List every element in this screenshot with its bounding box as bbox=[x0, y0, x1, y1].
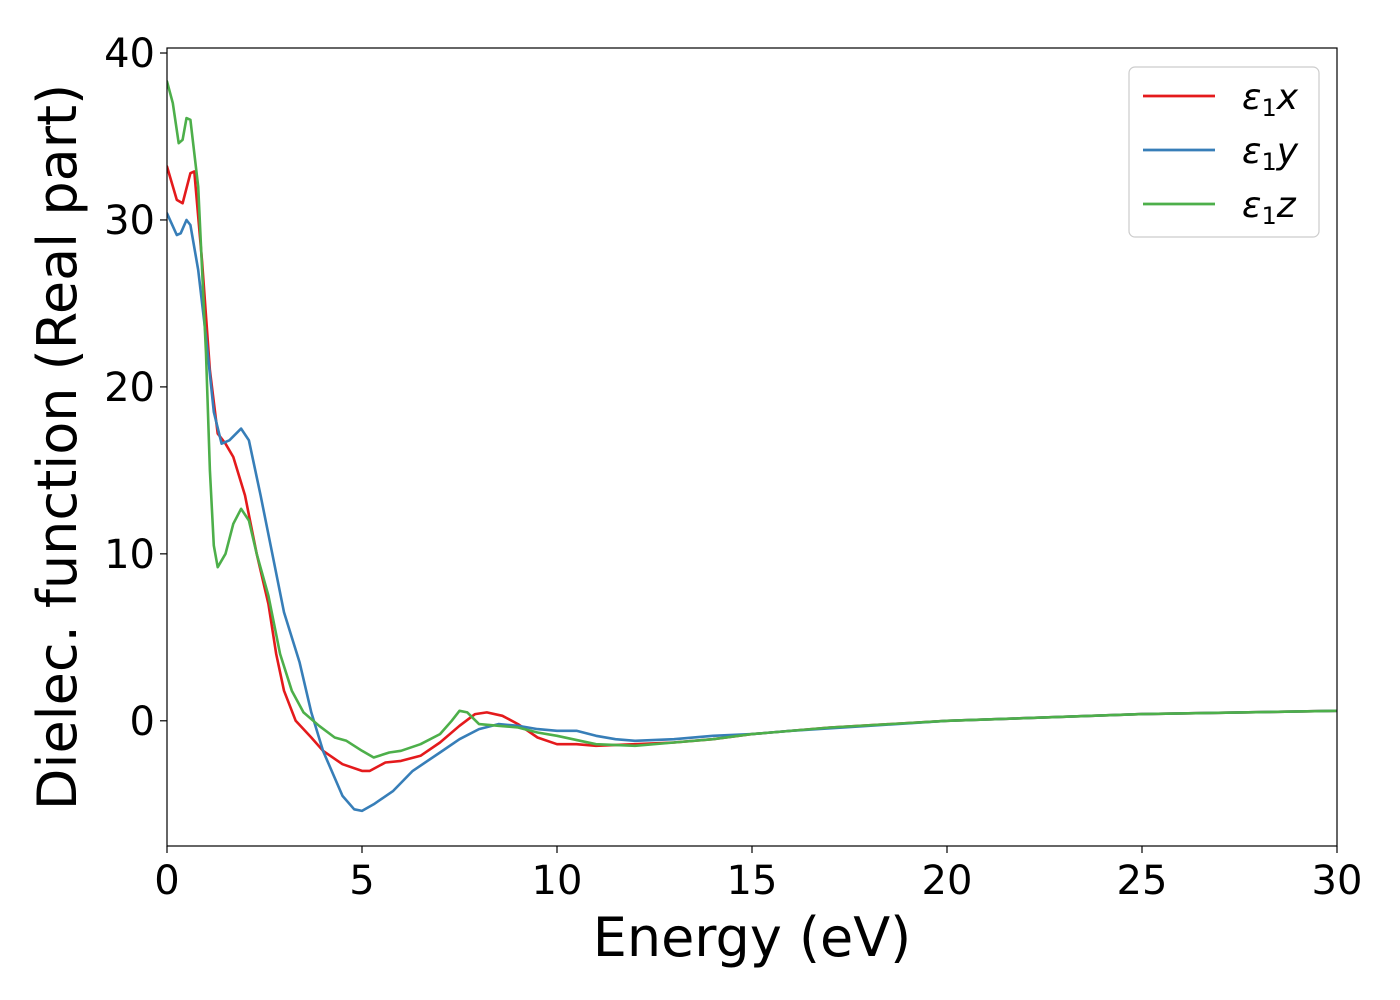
series-line-x bbox=[167, 165, 1337, 773]
legend-box bbox=[1128, 66, 1320, 238]
x-tick-label: 5 bbox=[349, 858, 374, 904]
series-line-y bbox=[167, 212, 1337, 813]
x-axis-label: Energy (eV) bbox=[593, 906, 912, 969]
series-lines bbox=[167, 80, 1337, 813]
x-tick-label: 15 bbox=[727, 858, 778, 904]
x-tick-label: 25 bbox=[1117, 858, 1168, 904]
x-tick-label: 30 bbox=[1312, 858, 1363, 904]
axis-ticks: 0 5 10 15 20 25 30 0 10 20 30 40 bbox=[104, 31, 1362, 904]
legend-label-z: ε1z bbox=[1242, 185, 1297, 230]
y-axis-label: Dielec. function (Real part) bbox=[26, 84, 89, 810]
x-tick-label: 0 bbox=[154, 858, 179, 904]
x-tick-label: 20 bbox=[922, 858, 973, 904]
y-tick-label: 0 bbox=[130, 699, 155, 745]
series-line-z bbox=[167, 80, 1337, 759]
y-tick-label: 10 bbox=[104, 532, 155, 578]
legend: ε1x ε1y ε1z bbox=[1128, 66, 1320, 238]
legend-label-x: ε1x bbox=[1242, 77, 1299, 122]
y-tick-label: 30 bbox=[104, 198, 155, 244]
legend-label-y: ε1y bbox=[1242, 131, 1299, 176]
y-tick-label: 20 bbox=[104, 365, 155, 411]
y-tick-label: 40 bbox=[104, 31, 155, 77]
x-tick-label: 10 bbox=[532, 858, 583, 904]
